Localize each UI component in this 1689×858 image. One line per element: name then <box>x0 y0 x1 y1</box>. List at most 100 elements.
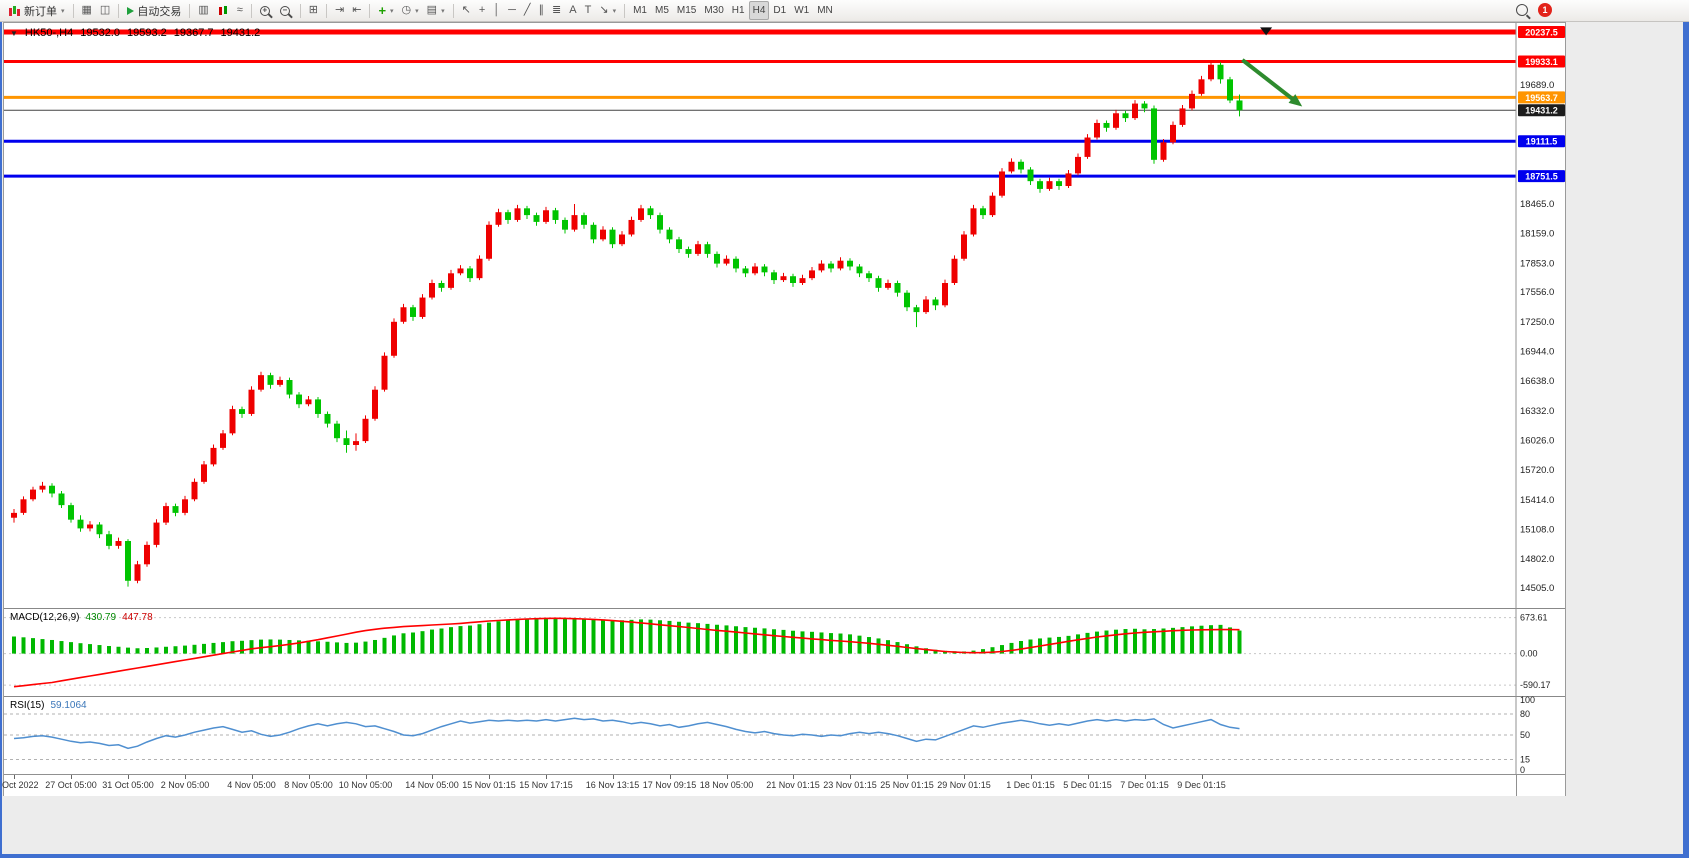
tf-m15-button[interactable]: M15 <box>673 1 700 20</box>
time-label: 21 Nov 01:15 <box>766 780 820 790</box>
time-label: 5 Dec 01:15 <box>1063 780 1112 790</box>
label-button[interactable]: T <box>581 1 596 20</box>
tf-d1-button-label: D1 <box>773 5 787 16</box>
svg-text:15720.0: 15720.0 <box>1520 465 1554 476</box>
dropdown-caret-icon: ▾ <box>61 7 65 15</box>
tf-w1-button[interactable]: W1 <box>790 1 813 20</box>
vertical-line-icon: │ <box>493 4 501 16</box>
rsi-panel-canvas[interactable]: 100 80 50 150 <box>4 696 1565 774</box>
toolbar-separator <box>72 3 74 18</box>
arrows-button[interactable]: ↘ ▾ <box>595 1 620 20</box>
time-tick <box>726 775 728 779</box>
tf-m1-button[interactable]: M1 <box>629 1 651 20</box>
bar-chart-button[interactable]: ▥ <box>194 1 212 20</box>
auto-scroll-button[interactable]: ⇥ <box>331 1 348 20</box>
tf-m5-button[interactable]: M5 <box>651 1 673 20</box>
svg-text:19563.7: 19563.7 <box>1525 93 1558 103</box>
notification-badge[interactable]: 1 <box>1538 3 1552 17</box>
text-button[interactable]: A <box>565 1 580 20</box>
time-axis[interactable]: 25 Oct 2022 27 Oct 05:00 31 Oct 05:00 2 Nov… <box>0 774 1565 796</box>
toolbar: 新订单▾▦◫自动交易▥≈⊞⇥⇤+▾◷▾▤▾↖+│─╱∥≣AT↘▾M1M5M15M… <box>0 0 1689 22</box>
tf-m1-button-label: M1 <box>633 5 647 16</box>
macd-panel-canvas[interactable]: 673.61 0.00 -590.17 <box>4 608 1565 696</box>
svg-text:0.00: 0.00 <box>1520 649 1538 659</box>
time-tick <box>365 775 367 779</box>
time-tick <box>669 775 671 779</box>
price-chart-canvas[interactable]: 19689.0 18465.0 18159.0 17853.0 17556.0 17250… <box>4 23 1565 608</box>
tf-mn-button[interactable]: MN <box>813 1 837 20</box>
time-tick <box>907 775 908 779</box>
vertical-scrollbar[interactable] <box>1683 0 1689 858</box>
svg-text:14505.0: 14505.0 <box>1520 583 1554 594</box>
tf-h4-button[interactable]: H4 <box>748 1 770 20</box>
time-label: 10 Nov 05:00 <box>338 780 393 790</box>
high-value: 19593.2 <box>126 27 167 39</box>
new-chart-button[interactable]: ▦ <box>78 1 96 20</box>
line-chart-button[interactable]: ≈ <box>233 1 247 20</box>
svg-text:673.61: 673.61 <box>1520 613 1548 623</box>
candlestick-icon <box>216 4 229 17</box>
time-label: 7 Dec 01:15 <box>1120 780 1169 790</box>
svg-text:19111.5: 19111.5 <box>1526 137 1558 147</box>
axis-separator <box>1516 775 1517 796</box>
time-tick <box>612 775 614 779</box>
time-tick <box>251 775 253 779</box>
tf-m5-button-label: M5 <box>654 5 669 16</box>
toolbar-groups: 新订单▾▦◫自动交易▥≈⊞⇥⇤+▾◷▾▤▾↖+│─╱∥≣AT↘▾M1M5M15M… <box>4 0 837 21</box>
dropdown-caret-icon: ▾ <box>612 7 617 15</box>
window-border-left <box>0 22 2 854</box>
svg-text:14802.0: 14802.0 <box>1520 554 1554 565</box>
cursor-button[interactable]: ↖ <box>458 1 475 20</box>
tf-h1-button[interactable]: H1 <box>728 1 749 20</box>
one-click-arrow-icon[interactable]: ▼ <box>10 28 18 38</box>
tf-mn-button-label: MN <box>817 5 833 16</box>
indicators-icon: + <box>378 3 387 18</box>
channel-button[interactable]: ∥ <box>535 1 549 20</box>
zoom-in-button[interactable] <box>256 1 276 20</box>
svg-text:19689.0: 19689.0 <box>1520 80 1554 91</box>
templates-icon: ▤ <box>426 4 438 16</box>
trendline-button[interactable]: ╱ <box>520 1 535 20</box>
chart-shift-button[interactable]: ⇤ <box>348 1 365 20</box>
toolbar-separator <box>299 3 301 18</box>
text-icon: A <box>569 4 577 16</box>
tf-w1-button-label: W1 <box>794 5 810 16</box>
time-tick <box>1201 775 1203 779</box>
svg-text:15414.0: 15414.0 <box>1520 495 1554 506</box>
dropdown-caret-icon: ▾ <box>415 7 419 15</box>
periods-button[interactable]: ◷ ▾ <box>398 1 423 20</box>
zoom-out-button[interactable] <box>276 1 296 20</box>
down-right-green-arrow[interactable] <box>1241 58 1303 107</box>
crosshair-button[interactable]: + <box>475 1 489 20</box>
tf-d1-button[interactable]: D1 <box>769 1 790 20</box>
candlestick-button[interactable] <box>213 1 233 20</box>
horizontal-line-button[interactable]: ─ <box>504 1 520 20</box>
svg-text:17556.0: 17556.0 <box>1520 287 1554 298</box>
svg-text:16026.0: 16026.0 <box>1520 436 1554 447</box>
profiles-button[interactable]: ◫ <box>96 1 114 20</box>
time-label: 27 Oct 05:00 <box>45 780 97 790</box>
svg-text:16638.0: 16638.0 <box>1520 376 1554 387</box>
fibonacci-button[interactable]: ≣ <box>548 1 565 20</box>
auto-trading-button[interactable]: 自动交易 <box>123 1 185 20</box>
svg-text:20237.5: 20237.5 <box>1525 28 1558 38</box>
templates-button[interactable]: ▤ ▾ <box>423 1 449 20</box>
symbol-period: HK50-,H4 <box>24 27 74 39</box>
svg-text:18751.5: 18751.5 <box>1525 172 1558 182</box>
new-chart-icon: ▦ <box>81 4 92 16</box>
zoom-in-icon <box>259 5 270 16</box>
tf-m30-button[interactable]: M30 <box>700 1 727 20</box>
toolbar-separator <box>624 3 626 18</box>
svg-text:16332.0: 16332.0 <box>1520 406 1554 417</box>
time-label: 14 Nov 05:00 <box>405 780 459 790</box>
time-tick <box>546 775 547 779</box>
tile-windows-button[interactable]: ⊞ <box>305 1 322 20</box>
cursor-icon: ↖ <box>461 4 471 16</box>
svg-text:15: 15 <box>1520 755 1530 765</box>
time-tick <box>14 775 15 779</box>
search-icon[interactable] <box>1516 4 1528 16</box>
new-order-button[interactable]: 新订单 ▾ <box>4 1 69 20</box>
time-tick <box>432 775 433 779</box>
indicators-button[interactable]: + ▾ <box>374 1 397 20</box>
vertical-line-button[interactable]: │ <box>489 1 504 20</box>
